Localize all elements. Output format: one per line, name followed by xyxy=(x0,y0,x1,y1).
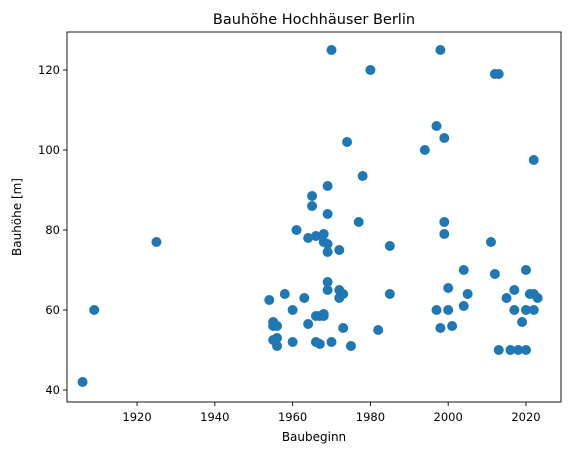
data-point-76 xyxy=(520,305,531,315)
data-point-55 xyxy=(439,217,450,227)
data-point-10 xyxy=(279,289,290,299)
x-tick-label-1920: 1920 xyxy=(122,410,151,424)
data-point-8 xyxy=(272,341,283,351)
data-point-50 xyxy=(431,121,442,131)
x-tick-label-2000: 2000 xyxy=(434,410,463,424)
data-point-39 xyxy=(338,289,349,299)
data-point-78 xyxy=(528,155,539,165)
data-point-25 xyxy=(318,311,329,321)
data-point-48 xyxy=(384,289,395,299)
data-point-42 xyxy=(345,341,356,351)
data-point-31 xyxy=(322,209,333,219)
data-point-11 xyxy=(287,337,298,347)
data-point-13 xyxy=(291,225,302,235)
data-point-51 xyxy=(431,305,442,315)
data-point-14 xyxy=(299,293,310,303)
data-point-45 xyxy=(365,65,376,75)
data-point-3 xyxy=(264,295,275,305)
data-point-75 xyxy=(520,265,531,275)
data-point-64 xyxy=(489,269,500,279)
data-point-52 xyxy=(435,45,446,55)
x-tick-label-1960: 1960 xyxy=(278,410,307,424)
data-point-7 xyxy=(272,333,283,343)
data-point-53 xyxy=(435,323,446,333)
data-point-46 xyxy=(373,325,384,335)
data-point-41 xyxy=(342,137,353,147)
x-tick-label-1980: 1980 xyxy=(356,410,385,424)
x-tick-label-2020: 2020 xyxy=(511,410,540,424)
y-axis-ticks: 40 60 80 100 120 xyxy=(38,63,67,397)
data-point-33 xyxy=(322,285,333,295)
data-point-47 xyxy=(384,241,395,251)
data-point-30 xyxy=(322,181,333,191)
data-point-34 xyxy=(326,45,337,55)
data-point-73 xyxy=(517,317,528,327)
data-point-40 xyxy=(338,323,349,333)
data-point-36 xyxy=(334,245,345,255)
data-point-17 xyxy=(307,191,318,201)
data-point-9 xyxy=(272,321,283,331)
data-point-72 xyxy=(513,345,524,355)
data-point-35 xyxy=(326,337,337,347)
data-point-68 xyxy=(501,293,512,303)
data-point-2 xyxy=(151,237,162,247)
data-point-12 xyxy=(287,305,298,315)
data-point-28 xyxy=(322,239,333,249)
data-point-70 xyxy=(509,285,520,295)
y-axis-label: Bauhöhe [m] xyxy=(10,178,24,256)
y-tick-label-120: 120 xyxy=(38,63,60,77)
data-point-63 xyxy=(485,237,496,247)
data-point-74 xyxy=(520,345,531,355)
plot-area xyxy=(66,31,562,403)
y-tick-label-100: 100 xyxy=(38,143,60,157)
data-point-79 xyxy=(528,305,539,315)
data-point-58 xyxy=(443,305,454,315)
data-point-62 xyxy=(462,289,473,299)
data-point-22 xyxy=(314,339,325,349)
y-tick-label-40: 40 xyxy=(45,383,60,397)
data-point-29 xyxy=(322,247,333,257)
data-point-57 xyxy=(443,283,454,293)
y-tick-label-80: 80 xyxy=(45,223,60,237)
data-point-61 xyxy=(458,301,469,311)
data-point-19 xyxy=(310,231,321,241)
chart-title: Bauhöhe Hochhäuser Berlin xyxy=(213,12,415,28)
data-point-81 xyxy=(532,293,543,303)
y-tick-label-60: 60 xyxy=(45,303,60,317)
data-point-26 xyxy=(318,229,329,239)
data-point-16 xyxy=(303,233,314,243)
data-point-0 xyxy=(77,377,88,387)
data-point-49 xyxy=(419,145,430,155)
data-point-32 xyxy=(322,277,333,287)
data-point-43 xyxy=(353,217,364,227)
data-point-69 xyxy=(505,345,516,355)
data-points xyxy=(77,45,543,387)
data-point-71 xyxy=(509,305,520,315)
data-point-44 xyxy=(357,171,368,181)
data-point-67 xyxy=(493,345,504,355)
data-point-66 xyxy=(493,69,504,79)
x-axis-ticks: 1920 1940 1960 1980 2000 2020 xyxy=(122,402,541,424)
data-point-56 xyxy=(439,229,450,239)
x-tick-label-1940: 1940 xyxy=(200,410,229,424)
data-point-15 xyxy=(303,319,314,329)
data-point-18 xyxy=(307,201,318,211)
data-point-54 xyxy=(439,133,450,143)
x-axis-label: Baubeginn xyxy=(282,430,346,444)
data-point-1 xyxy=(89,305,100,315)
data-point-59 xyxy=(447,321,458,331)
data-point-60 xyxy=(458,265,469,275)
